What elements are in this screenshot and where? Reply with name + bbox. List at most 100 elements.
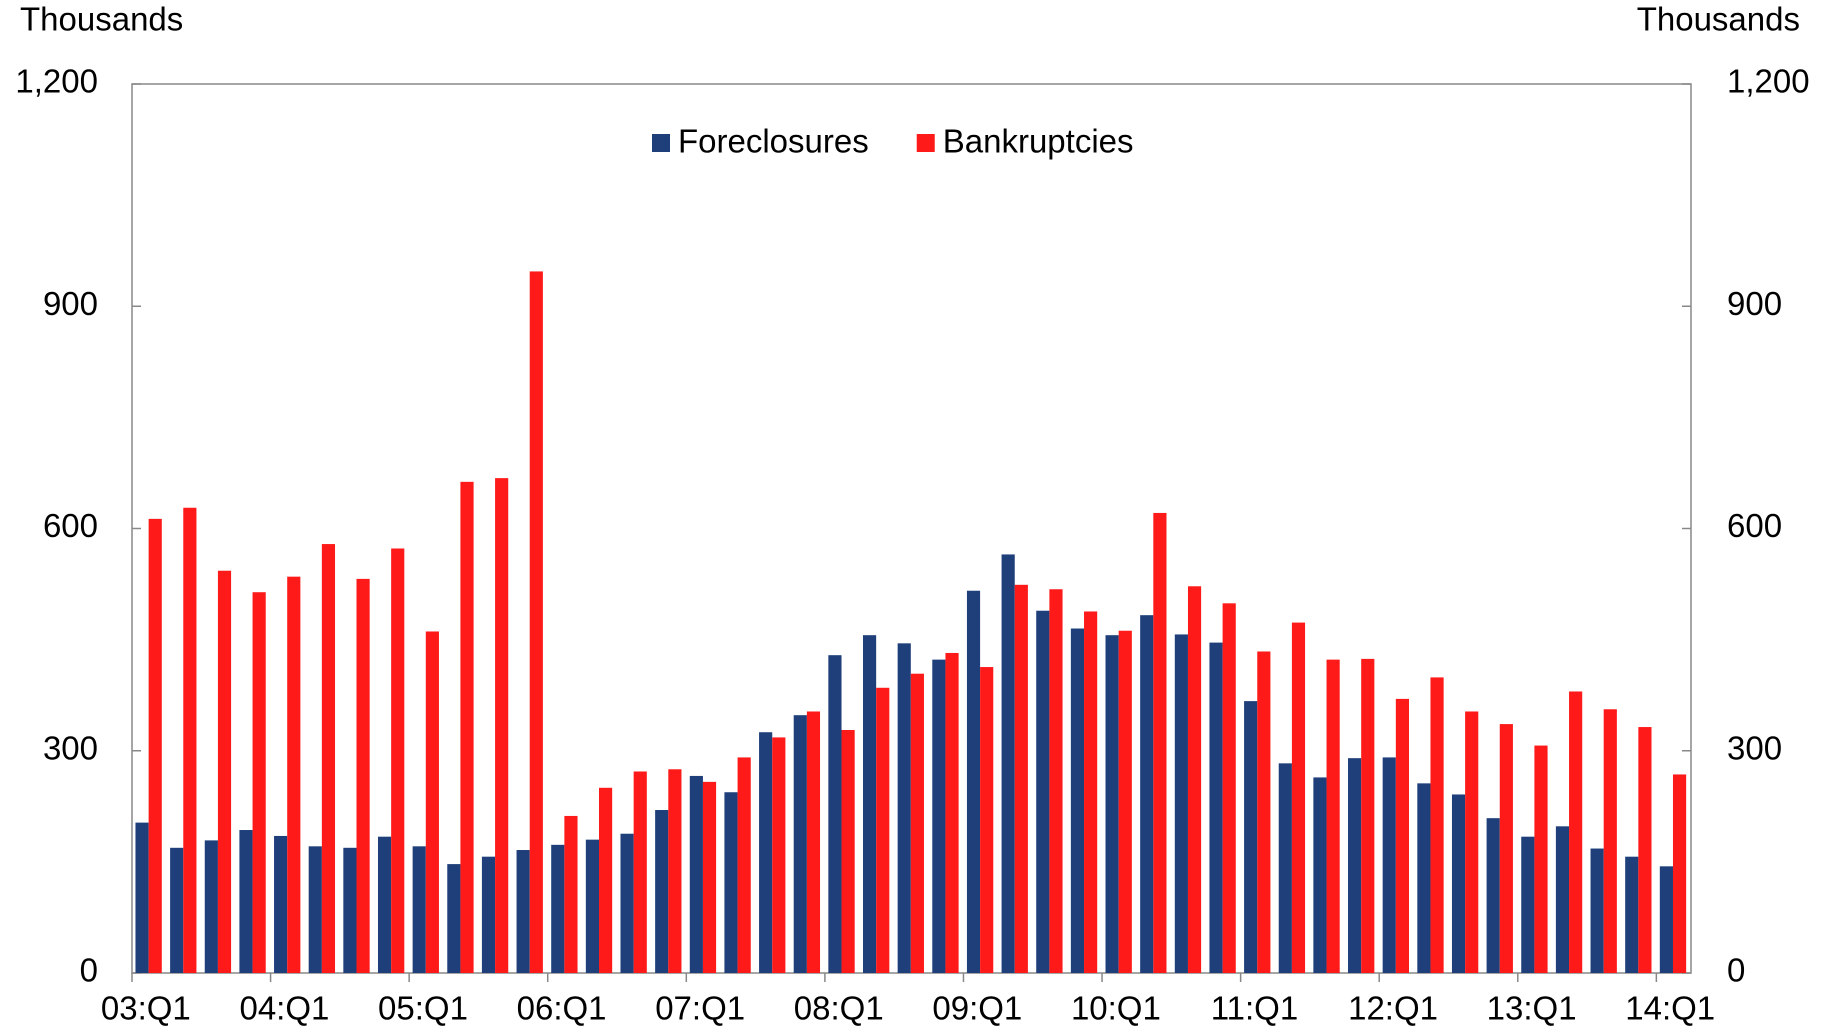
bar	[1105, 635, 1119, 973]
bar	[1465, 711, 1479, 973]
legend-swatch	[652, 134, 670, 152]
x-tick-label: 07:Q1	[655, 990, 745, 1027]
bar	[980, 667, 994, 973]
bar	[1486, 818, 1500, 973]
bar	[828, 655, 842, 973]
bar	[148, 518, 162, 973]
y-axis-label: Thousands	[20, 1, 183, 38]
bar	[633, 771, 647, 973]
bar	[239, 830, 253, 973]
bar	[793, 715, 807, 973]
y-tick-label: 0	[80, 952, 98, 989]
bar	[551, 844, 565, 973]
bar	[945, 652, 959, 973]
y2-tick-label: 600	[1727, 507, 1782, 544]
bar	[585, 839, 600, 973]
bar	[564, 815, 578, 973]
x-tick-label: 04:Q1	[239, 990, 329, 1027]
bar	[252, 592, 266, 973]
bar	[876, 687, 890, 973]
x-tick-label: 11:Q1	[1211, 990, 1298, 1027]
x-tick-label: 13:Q1	[1487, 990, 1577, 1027]
bar	[1084, 611, 1098, 973]
bar	[1451, 794, 1466, 973]
bar	[702, 781, 717, 973]
bar	[1361, 658, 1375, 973]
legend-label: Bankruptcies	[943, 123, 1134, 160]
bar	[1625, 856, 1639, 973]
y2-tick-label: 1,200	[1727, 63, 1810, 100]
bar	[1291, 622, 1306, 973]
x-tick-label: 10:Q1	[1071, 990, 1161, 1027]
x-tick-label: 14:Q1	[1625, 990, 1715, 1027]
bar	[391, 548, 405, 973]
bar	[481, 856, 496, 973]
bar	[737, 757, 751, 973]
bar	[343, 847, 357, 973]
x-tick-label: 03:Q1	[101, 990, 191, 1027]
bar	[1430, 677, 1444, 973]
y-tick-label: 900	[43, 285, 98, 322]
x-tick-label: 09:Q1	[932, 990, 1022, 1027]
bar	[516, 850, 530, 973]
bar	[1672, 774, 1687, 973]
legend-label: Foreclosures	[678, 123, 869, 160]
bar	[862, 635, 877, 973]
bar	[1140, 615, 1154, 973]
y2-tick-label: 300	[1727, 729, 1782, 766]
bar	[620, 833, 634, 973]
bar	[460, 481, 474, 973]
bar	[599, 787, 613, 973]
bar	[217, 570, 232, 973]
bar	[724, 792, 738, 973]
bar	[1036, 610, 1050, 973]
bar	[655, 810, 669, 973]
bar	[689, 775, 703, 973]
bar	[412, 846, 426, 973]
bar	[1417, 783, 1431, 973]
bar	[1499, 724, 1513, 973]
bar	[910, 673, 924, 973]
y-tick-label: 1,200	[15, 63, 98, 100]
bar	[1348, 758, 1362, 973]
bar	[447, 864, 461, 973]
bar	[1001, 554, 1015, 973]
bar	[1014, 584, 1028, 973]
bar	[759, 732, 773, 973]
bar	[1070, 628, 1085, 973]
bar	[135, 822, 149, 973]
bar	[1382, 757, 1396, 973]
bar	[806, 711, 821, 973]
bar	[1555, 826, 1570, 973]
bar	[1118, 630, 1132, 973]
bar	[1326, 659, 1340, 973]
bar	[495, 478, 509, 973]
bar	[1603, 709, 1617, 973]
bar	[1534, 745, 1548, 973]
bar	[1209, 642, 1223, 973]
bar	[529, 271, 543, 973]
bar	[377, 836, 392, 973]
bar	[1244, 701, 1258, 973]
x-tick-label: 05:Q1	[378, 990, 468, 1027]
bar	[1313, 777, 1327, 973]
bar	[287, 576, 301, 973]
bar	[274, 835, 288, 973]
bar	[1569, 691, 1583, 973]
bar	[1590, 848, 1604, 973]
y-tick-label: 600	[43, 507, 98, 544]
bar	[1222, 603, 1236, 973]
bar	[356, 578, 370, 973]
bar	[668, 769, 682, 973]
bar	[1521, 836, 1535, 973]
x-tick-label: 06:Q1	[517, 990, 607, 1027]
bar	[1395, 698, 1409, 973]
bar	[204, 840, 218, 973]
bar	[1174, 634, 1188, 973]
bar	[841, 730, 855, 973]
y-tick-label: 300	[43, 729, 98, 766]
bar	[1257, 651, 1271, 973]
y2-axis-label: Thousands	[1637, 1, 1800, 38]
